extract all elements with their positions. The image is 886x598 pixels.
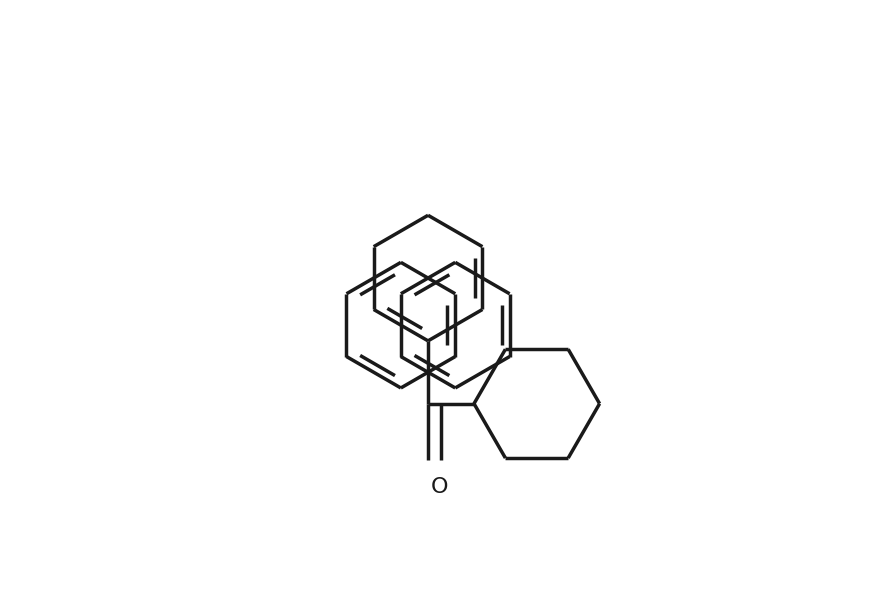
Text: O: O — [431, 477, 448, 497]
